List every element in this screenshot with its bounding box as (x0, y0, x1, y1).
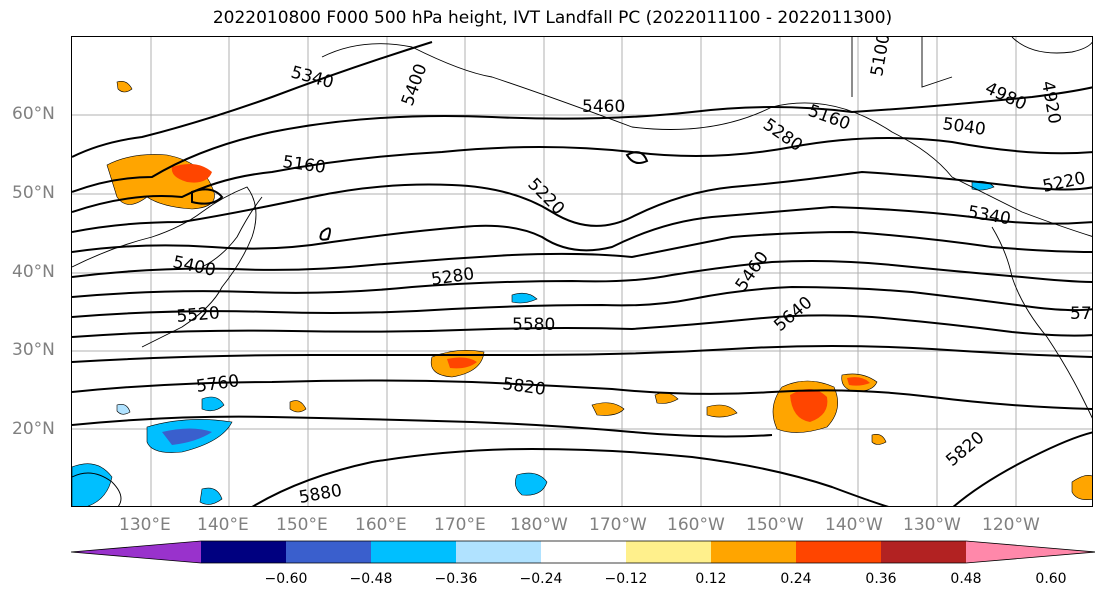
contour-labels: 5340 5400 5460 5160 5220 5280 5400 5520 … (171, 37, 1092, 507)
lon-label-160w: 160°W (667, 515, 725, 535)
colorbar-tick-label: −0.36 (434, 571, 478, 587)
lon-label-160e: 160°E (355, 515, 407, 535)
colorbar-segment (201, 541, 286, 563)
contour-label: 5400 (398, 61, 432, 108)
lat-label-20n: 20°N (12, 419, 55, 439)
lat-label-50n: 50°N (12, 183, 55, 203)
lon-label-180w: 180°W (510, 515, 568, 535)
contour-label: 5100 (867, 37, 894, 78)
contour-label: 5340 (966, 202, 1012, 229)
colorbar-tick-label: −0.60 (264, 571, 308, 587)
colorbar-tick-label: 0.36 (865, 571, 897, 587)
lon-label-140w: 140°W (825, 515, 883, 535)
lon-label-170w: 170°W (589, 515, 647, 535)
contour-label: 5280 (759, 115, 806, 156)
contour-label: 57 (1070, 304, 1092, 324)
contour-label: 5220 (523, 174, 568, 219)
contour-label: 5280 (430, 264, 476, 290)
contour-label: 5460 (582, 97, 625, 117)
colorbar-tick-label: 0.60 (1035, 571, 1067, 587)
lon-label-170e: 170°E (434, 515, 486, 535)
lon-label-130e: 130°E (119, 515, 171, 535)
map-canvas: 5340 5400 5460 5160 5220 5280 5400 5520 … (72, 37, 1092, 507)
colorbar-extend-high (966, 541, 1096, 563)
colorbar-tick-label: 0.12 (695, 571, 727, 587)
lat-label-60n: 60°N (12, 104, 55, 124)
colorbar-segment (711, 541, 796, 563)
contour-label: 5160 (805, 101, 852, 135)
colorbar-tick-label: 0.48 (950, 571, 982, 587)
contour-label: 5160 (281, 152, 327, 178)
lat-label-30n: 30°N (12, 340, 55, 360)
colorbar-tick-label: −0.24 (519, 571, 563, 587)
contour-label: 5880 (297, 481, 343, 507)
lon-label-140e: 140°E (197, 515, 249, 535)
height-contours (72, 41, 1092, 506)
contour-label: 4920 (1037, 79, 1064, 125)
colorbar-tick-label: −0.48 (349, 571, 393, 587)
colorbar-canvas (70, 540, 1097, 564)
map-panel: 5340 5400 5460 5160 5220 5280 5400 5520 … (71, 36, 1093, 507)
lon-label-150w: 150°W (746, 515, 804, 535)
contour-label: 5580 (512, 315, 555, 335)
contour-label: 5220 (1041, 168, 1087, 197)
colorbar (70, 540, 1097, 568)
colorbar-segment (456, 541, 541, 563)
contour-label: 5520 (176, 303, 221, 327)
contour-label: 5400 (171, 252, 217, 281)
colorbar-segment (881, 541, 966, 563)
colorbar-segment (796, 541, 881, 563)
contour-label: 5640 (770, 293, 816, 336)
lon-label-130w: 130°W (903, 515, 961, 535)
map-title: 2022010800 F000 500 hPa height, IVT Land… (212, 8, 893, 28)
colorbar-tick-label: 0.24 (780, 571, 812, 587)
colorbar-segment (626, 541, 711, 563)
lon-label-150e: 150°E (276, 515, 328, 535)
lon-label-120w: 120°W (982, 515, 1040, 535)
coastlines (72, 37, 1092, 506)
colorbar-segment (371, 541, 456, 563)
colorbar-tick-label: −0.12 (604, 571, 648, 587)
colorbar-extend-low (71, 541, 201, 563)
colorbar-segment (541, 541, 626, 563)
contour-label: 5820 (942, 428, 988, 471)
ivt-shading (72, 81, 1092, 506)
colorbar-segment (286, 541, 371, 563)
contour-label: 5820 (501, 374, 547, 400)
contour-label: 5040 (941, 114, 987, 140)
contour-label: 4980 (982, 78, 1030, 114)
lat-label-40n: 40°N (12, 262, 55, 282)
contour-label: 5760 (195, 371, 241, 397)
